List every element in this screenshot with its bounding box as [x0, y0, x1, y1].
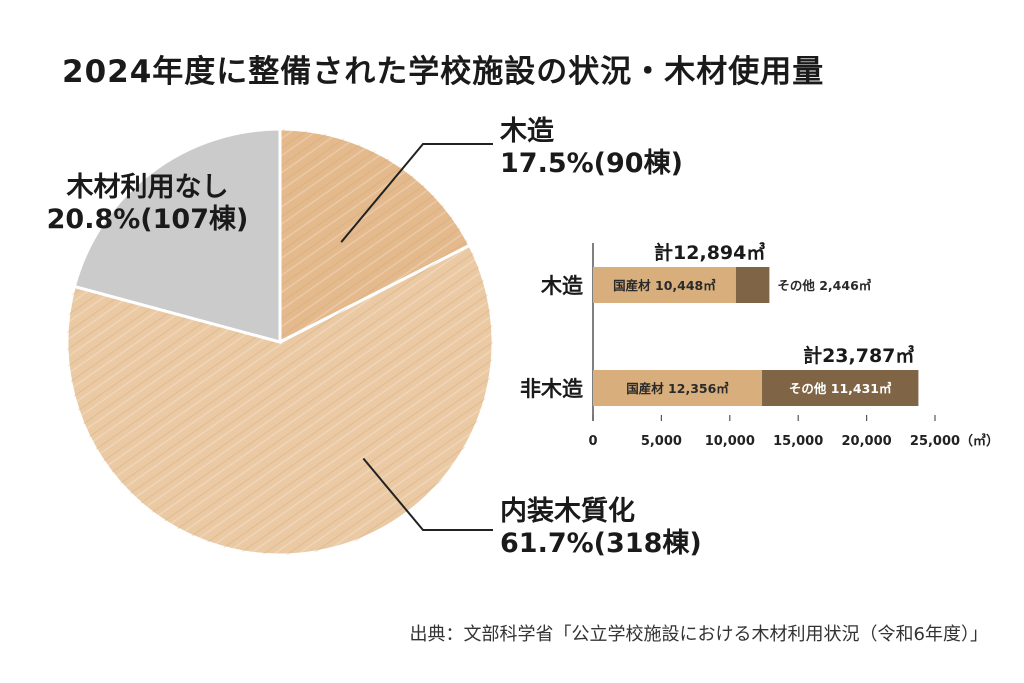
pie-slice-interior-texture — [66, 245, 493, 555]
bar-total-label: 計12,894㎥ — [654, 241, 765, 264]
pie-label-interior-name: 内装木質化 — [500, 496, 635, 527]
bar-value-label: その他 2,446㎥ — [777, 278, 871, 293]
source-note: 出典：文部科学省「公立学校施設における木材利用状況（令和6年度）」 — [409, 624, 988, 645]
pie-label-none-value: 20.8%(107棟) — [46, 204, 249, 235]
x-axis-unit: （㎥） — [960, 433, 999, 449]
leader-line-wooden — [340, 143, 493, 243]
category-label: 非木造 — [520, 377, 584, 401]
pie-slice-wooden-texture — [280, 129, 470, 342]
bar-total-label: 計23,787㎥ — [803, 344, 914, 367]
bar-segment-other — [735, 267, 770, 303]
bar-value-label: 国産材 10,448㎥ — [613, 278, 716, 293]
bar-segment-other — [762, 370, 919, 406]
pie-label-wooden-value: 17.5%(90棟) — [500, 148, 683, 179]
pie-label-interior-value: 61.7%(318棟) — [500, 528, 702, 559]
x-tick-label: 0 — [588, 434, 597, 449]
pie-label-wooden-name: 木造 — [500, 116, 554, 147]
chart-title: 2024年度に整備された学校施設の状況・木材使用量 — [62, 54, 825, 90]
leader-line-interior — [362, 457, 493, 531]
category-label: 木造 — [540, 274, 584, 298]
pie-label-interior: 内装木質化 61.7%(318棟) — [500, 496, 702, 560]
pie-label-none-name: 木材利用なし — [66, 172, 229, 203]
pie-slice-none — [72, 127, 282, 344]
pie-label-wooden: 木造 17.5%(90棟) — [500, 116, 683, 180]
bar-segment-domestic — [593, 370, 763, 406]
x-tick-label: 5,000 — [641, 434, 682, 449]
x-tick-label: 15,000 — [773, 434, 823, 449]
bar-value-label: その他 11,431㎥ — [789, 381, 892, 396]
pie-label-none: 木材利用なし 20.8%(107棟) — [30, 172, 265, 236]
bar-value-label: 国産材 12,356㎥ — [626, 381, 729, 396]
x-tick-label: 20,000 — [842, 434, 892, 449]
bar-segment-domestic — [593, 267, 736, 303]
x-tick-label: 10,000 — [705, 434, 755, 449]
x-tick-label: 25,000 — [910, 434, 960, 449]
